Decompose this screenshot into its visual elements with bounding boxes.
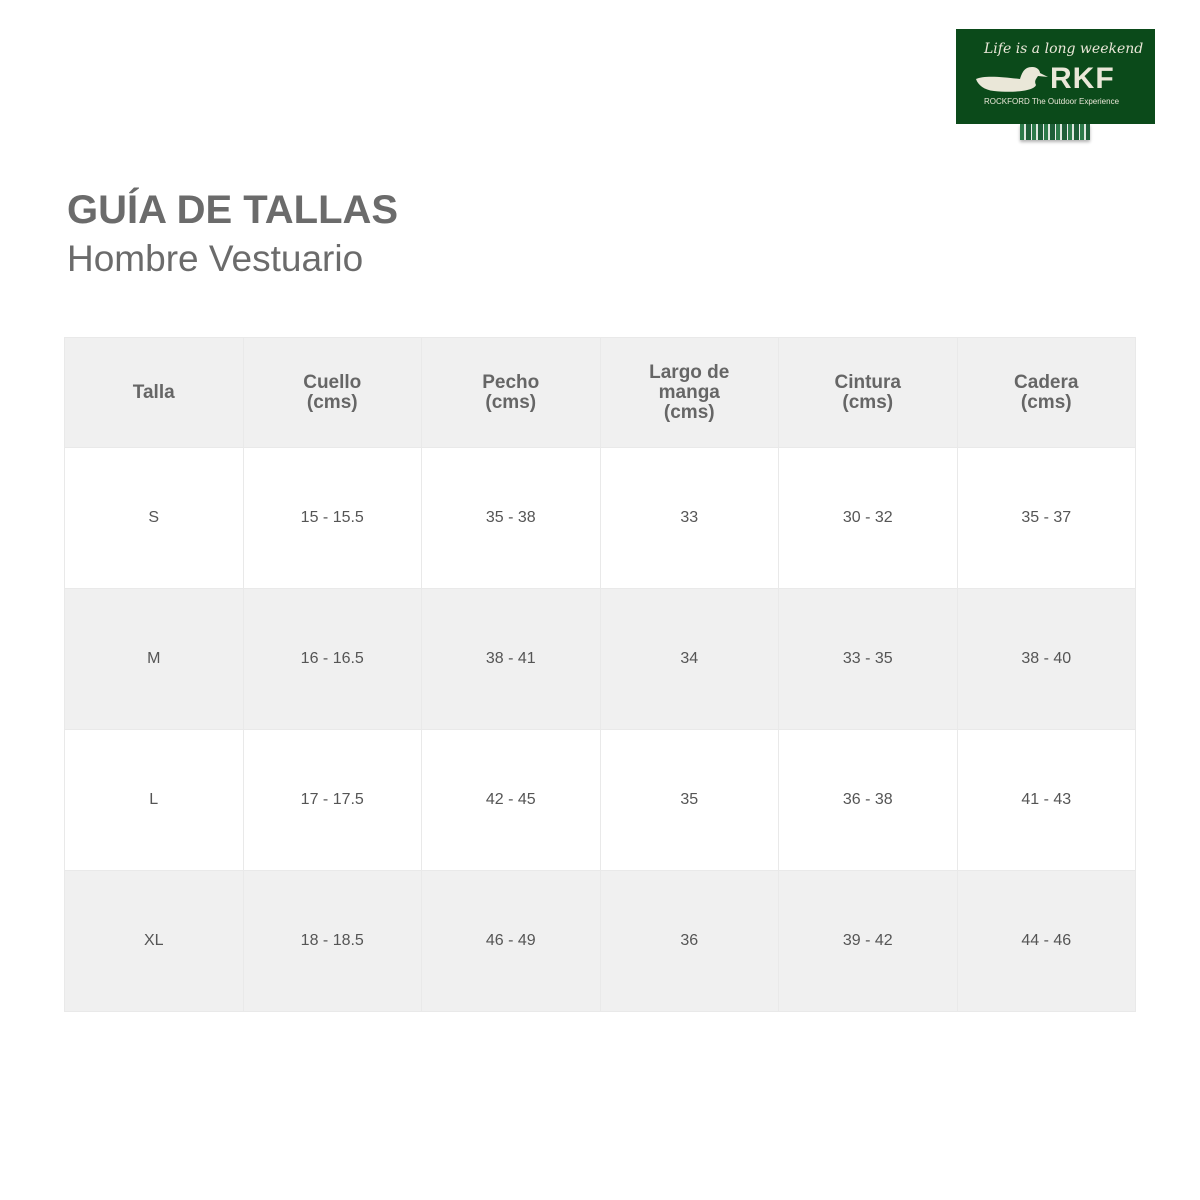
cell: 30 - 32 [778,447,958,589]
cell: 15 - 15.5 [242,447,422,589]
cell: 35 - 37 [956,447,1136,589]
logo-brand: RKF [1050,62,1115,95]
table-row: XL 18 - 18.5 46 - 49 36 39 - 42 44 - 46 [64,870,1136,1012]
cell: 18 - 18.5 [242,870,422,1012]
header-cadera: Cadera (cms) [956,337,1136,448]
rkf-logo: Life is a long weekend RKF ROCKFORD The … [956,29,1155,124]
cell: 17 - 17.5 [242,729,422,871]
table-row: S 15 - 15.5 35 - 38 33 30 - 32 35 - 37 [64,447,1136,589]
cell: 38 - 41 [421,588,601,730]
cell: M [64,588,244,730]
cell: 36 [599,870,779,1012]
header-row: Talla Cuello (cms) Pecho (cms) Largo de … [64,337,1136,448]
header-talla: Talla [64,337,244,448]
cell: XL [64,870,244,1012]
cell: 46 - 49 [421,870,601,1012]
cell: 38 - 40 [956,588,1136,730]
cell: 36 - 38 [778,729,958,871]
header-pecho: Pecho (cms) [421,337,601,448]
logo-subline: ROCKFORD The Outdoor Experience [984,97,1120,106]
cell: 33 [599,447,779,589]
duck-icon [976,67,1048,92]
cell: 42 - 45 [421,729,601,871]
cell: 34 [599,588,779,730]
table-row: L 17 - 17.5 42 - 45 35 36 - 38 41 - 43 [64,729,1136,871]
header-largo-manga: Largo de manga (cms) [599,337,779,448]
cell: L [64,729,244,871]
table-row: M 16 - 16.5 38 - 41 34 33 - 35 38 - 40 [64,588,1136,730]
page-title: GUÍA DE TALLAS [67,188,399,232]
cell: 39 - 42 [778,870,958,1012]
header-cintura: Cintura (cms) [778,337,958,448]
header-cuello: Cuello (cms) [242,337,422,448]
page-subtitle: Hombre Vestuario [67,238,364,279]
cell: 41 - 43 [956,729,1136,871]
logo-tagline: Life is a long weekend [984,41,1144,57]
logo-stripes [1020,124,1090,140]
cell: 35 - 38 [421,447,601,589]
cell: 44 - 46 [956,870,1136,1012]
size-table: Talla Cuello (cms) Pecho (cms) Largo de … [64,337,1136,1012]
cell: S [64,447,244,589]
cell: 16 - 16.5 [242,588,422,730]
cell: 33 - 35 [778,588,958,730]
cell: 35 [599,729,779,871]
